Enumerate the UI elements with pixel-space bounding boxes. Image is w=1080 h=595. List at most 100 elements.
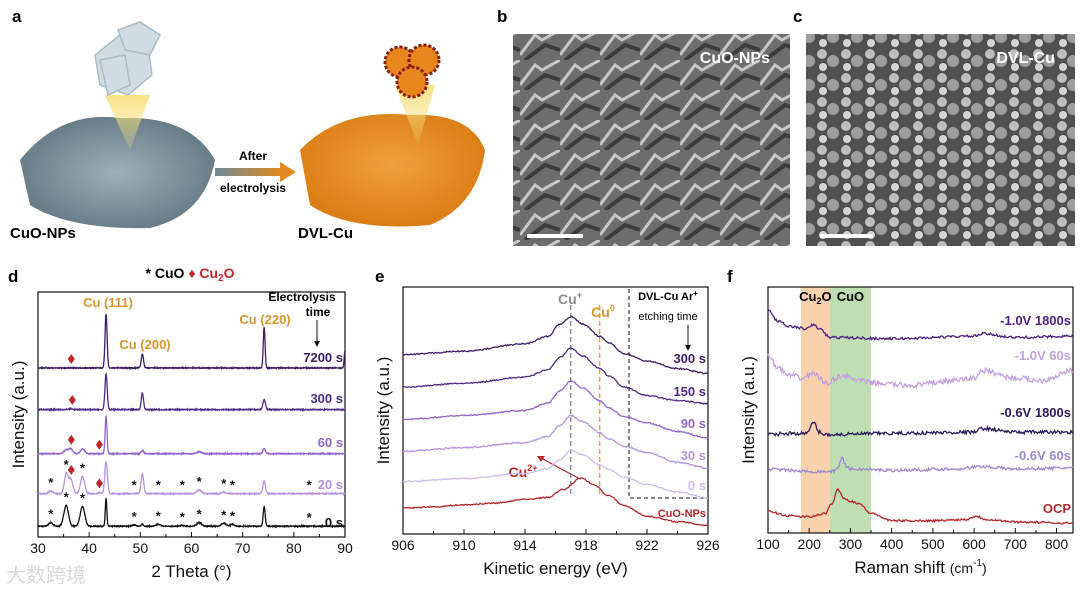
series-label: -0.6V 60s <box>1015 448 1071 463</box>
legend: * CuO ♦ Cu2O <box>146 265 235 284</box>
electrolysis-label: electrolysis <box>220 181 286 195</box>
dvl-cu-film-illustration <box>300 114 485 227</box>
x-tick-label: 500 <box>921 536 945 552</box>
star-marker-icon: * <box>230 478 236 493</box>
series-label: 30 s <box>681 448 706 463</box>
y-axis-label: Intensity (a.u.) <box>739 356 758 464</box>
panel-label-e: e <box>375 267 384 286</box>
plot-frame <box>767 286 1074 534</box>
diamond-marker-icon <box>95 439 103 450</box>
diamond-marker-icon <box>67 353 75 364</box>
band-label-cuo: CuO <box>837 289 864 304</box>
panel-label-d: d <box>8 267 18 286</box>
panel-b-sem-image: b CuO-NPs <box>497 7 790 246</box>
diamond-icon: ♦ <box>188 265 195 281</box>
series-line-300-s <box>402 315 709 375</box>
series-label: 7200 s <box>303 350 343 365</box>
star-marker-icon: * <box>132 478 138 493</box>
arrow-head-icon <box>537 456 545 462</box>
diamond-marker-icon <box>68 395 76 406</box>
plot-frame <box>402 286 709 535</box>
cu-zero-label: Cu0 <box>591 303 615 320</box>
series-label: -1.0V 60s <box>1015 348 1071 363</box>
series-label: -1.0V 1800s <box>1000 313 1071 328</box>
cu2plus-arrow <box>540 457 579 479</box>
arrow-head-icon <box>685 345 691 351</box>
panel-label-c: c <box>793 7 802 26</box>
band-cuo <box>829 287 872 533</box>
x-tick-label: 70 <box>235 540 251 556</box>
cu2o-main: Cu <box>799 289 816 304</box>
star-marker-icon: * <box>48 475 54 490</box>
after-label: After <box>239 149 267 163</box>
star-marker-icon: * <box>221 507 227 522</box>
cuo-nps-film-illustration <box>20 116 215 229</box>
diamond-marker-icon <box>67 434 75 445</box>
star-marker-icon: * <box>307 510 313 525</box>
star-marker-icon: * <box>80 491 86 506</box>
x-tick-label: 50 <box>133 540 149 556</box>
electrolysis-arrow-head-icon <box>280 162 296 182</box>
series-line--0.6v-60s <box>768 455 1074 475</box>
series-line-20-s <box>37 460 346 497</box>
cu200-annotation: Cu (200) <box>119 337 170 352</box>
series-line-150-s <box>402 346 709 405</box>
x-tick-label: 60 <box>184 540 200 556</box>
series-line--0.6v-1800s <box>767 421 1074 438</box>
x-tick-label: 200 <box>798 536 822 552</box>
series-label: -0.6V 1800s <box>1000 405 1071 420</box>
panel-label-b: b <box>497 7 507 26</box>
etching-time-label: etching time <box>638 311 697 323</box>
diamond-marker-icon <box>67 465 75 476</box>
cuo-nps-label: CuO-NPs <box>10 225 76 242</box>
star-marker-icon: * <box>64 457 70 472</box>
panel-d-xrd-chart: d * CuO ♦ Cu2O Cu (111) Cu (200) Cu (220… <box>8 265 353 581</box>
x-tick-label: 40 <box>81 540 97 556</box>
legend-cu2o: Cu2O <box>199 265 234 284</box>
sem-label-cuo-nps: CuO-NPs <box>700 50 770 67</box>
star-marker-icon: * <box>180 509 186 524</box>
panel-label-a: a <box>12 7 22 26</box>
x-tick-label: 90 <box>337 540 353 556</box>
series-line-0-s <box>37 498 346 529</box>
cu220-annotation: Cu (220) <box>239 312 290 327</box>
scale-bar <box>820 234 873 238</box>
cu2o-end: O <box>822 289 832 304</box>
star-marker-icon: * <box>197 474 203 489</box>
electrolysis-arrow-shaft <box>215 168 280 176</box>
x-tick-label: 918 <box>574 537 598 553</box>
cuo-polyhedron-icon <box>94 21 161 97</box>
series-label: 0 s <box>688 478 706 493</box>
diamond-marker-icon <box>95 478 103 489</box>
x-tick-label: 800 <box>1045 536 1069 552</box>
x-axis-label: Raman shift (cm-1) <box>854 558 986 577</box>
cu2o-sub: 2 <box>817 296 822 306</box>
band-cu2o <box>800 287 830 533</box>
watermark: 大数跨境 <box>6 564 86 587</box>
electrolysis-time-title-2: time <box>306 305 331 319</box>
x-axis-label-main: Raman shift <box>854 558 949 577</box>
star-marker-icon: * <box>221 476 227 491</box>
series-line-60-s <box>37 415 346 457</box>
sem-image-dvl-cu <box>806 34 1075 246</box>
x-tick-label: 300 <box>839 536 863 552</box>
panel-label-f: f <box>727 267 733 286</box>
scale-bar <box>527 234 583 238</box>
cu2plus-label: Cu2+ <box>509 463 538 480</box>
star-marker-icon: * <box>307 478 313 493</box>
x-axis-label-unit: (cm <box>950 560 973 576</box>
panel-a-schematic: a CuO-NPs After electrolysis DVL-Cu <box>10 7 485 242</box>
star-marker-icon: * <box>156 478 162 493</box>
star-icon: * <box>146 265 152 281</box>
panel-f-raman-chart: f 100 200 300 400 500 600 700 800 Raman shift (c… <box>727 267 1074 577</box>
series-label: CuO-NPs <box>658 508 706 520</box>
series-line-30-s <box>402 414 709 470</box>
legend-cuo: CuO <box>155 265 185 281</box>
series-line-90-s <box>402 379 709 440</box>
series-label: 300 s <box>673 351 706 366</box>
series-label: 300 s <box>310 391 343 406</box>
sem-label-dvl-cu: DVL-Cu <box>996 50 1055 67</box>
dvl-cu-label: DVL-Cu <box>298 225 353 242</box>
x-tick-label: 910 <box>452 537 476 553</box>
series-line--1.0v-60s <box>767 353 1074 390</box>
